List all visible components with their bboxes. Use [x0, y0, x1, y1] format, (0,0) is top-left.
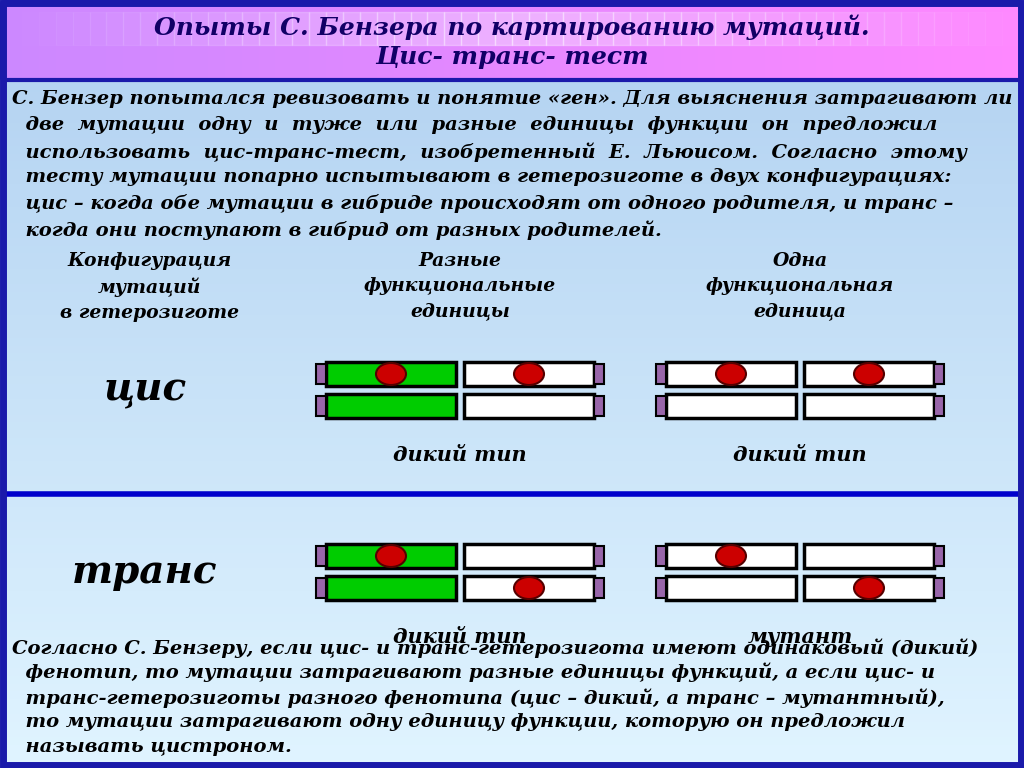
- Bar: [934, 578, 944, 598]
- Text: цис – когда обе мутации в гибриде происходят от одного родителя, и транс –: цис – когда обе мутации в гибриде происх…: [12, 194, 953, 213]
- Bar: [326, 394, 456, 418]
- Bar: [594, 364, 604, 384]
- Bar: [326, 576, 456, 600]
- Text: С. Бензер попытался ревизовать и понятие «ген». Для выяснения затрагивают ли: С. Бензер попытался ревизовать и понятие…: [12, 90, 1013, 108]
- Text: Одна
функциональная
единица: Одна функциональная единица: [706, 252, 894, 320]
- Bar: [464, 576, 594, 600]
- Bar: [804, 576, 934, 600]
- Text: Опыты С. Бензера по картированию мутаций.: Опыты С. Бензера по картированию мутаций…: [155, 15, 869, 40]
- Bar: [316, 578, 326, 598]
- Bar: [316, 364, 326, 384]
- Text: называть цистроном.: называть цистроном.: [12, 738, 292, 756]
- Bar: [804, 544, 934, 568]
- Bar: [656, 396, 666, 416]
- Bar: [656, 546, 666, 566]
- Ellipse shape: [854, 363, 884, 385]
- Ellipse shape: [376, 545, 406, 567]
- Ellipse shape: [716, 363, 746, 385]
- Bar: [594, 546, 604, 566]
- Text: дикий тип: дикий тип: [393, 445, 526, 465]
- Bar: [594, 396, 604, 416]
- Text: Согласно С. Бензеру, если цис- и транс-гетерозигота имеют одинаковый (дикий): Согласно С. Бензеру, если цис- и транс-г…: [12, 638, 978, 657]
- Bar: [326, 544, 456, 568]
- Bar: [934, 396, 944, 416]
- Text: дикий тип: дикий тип: [733, 445, 866, 465]
- Bar: [666, 362, 796, 386]
- Text: тесту мутации попарно испытывают в гетерозиготе в двух конфигурациях:: тесту мутации попарно испытывают в гетер…: [12, 168, 951, 186]
- Text: фенотип, то мутации затрагивают разные единицы функций, а если цис- и: фенотип, то мутации затрагивают разные е…: [12, 663, 935, 683]
- Text: Конфигурация
мутаций
в гетерозиготе: Конфигурация мутаций в гетерозиготе: [60, 252, 240, 323]
- Text: то мутации затрагивают одну единицу функции, которую он предложил: то мутации затрагивают одну единицу функ…: [12, 713, 905, 731]
- Bar: [326, 362, 456, 386]
- Text: дикий тип: дикий тип: [393, 627, 526, 647]
- Bar: [464, 544, 594, 568]
- Text: мутант: мутант: [748, 627, 853, 647]
- Bar: [804, 362, 934, 386]
- Bar: [666, 544, 796, 568]
- Text: транс: транс: [73, 553, 218, 591]
- Ellipse shape: [376, 363, 406, 385]
- Bar: [316, 396, 326, 416]
- Bar: [666, 394, 796, 418]
- Text: цис: цис: [103, 371, 186, 409]
- Bar: [464, 362, 594, 386]
- Text: когда они поступают в гибрид от разных родителей.: когда они поступают в гибрид от разных р…: [12, 220, 662, 240]
- Bar: [656, 364, 666, 384]
- Bar: [594, 578, 604, 598]
- Ellipse shape: [854, 577, 884, 599]
- Ellipse shape: [514, 577, 544, 599]
- Text: транс-гетерозиготы разного фенотипа (цис – дикий, а транс – мутантный),: транс-гетерозиготы разного фенотипа (цис…: [12, 688, 944, 707]
- Bar: [934, 364, 944, 384]
- Bar: [666, 576, 796, 600]
- Text: Разные
функциональные
единицы: Разные функциональные единицы: [364, 252, 556, 320]
- Text: Цис- транс- тест: Цис- транс- тест: [375, 45, 649, 69]
- Text: использовать  цис-транс-тест,  изобретенный  Е.  Льюисом.  Согласно  этому: использовать цис-транс-тест, изобретенны…: [12, 142, 967, 161]
- Bar: [934, 546, 944, 566]
- Ellipse shape: [716, 545, 746, 567]
- Bar: [316, 546, 326, 566]
- Bar: [656, 578, 666, 598]
- Ellipse shape: [514, 363, 544, 385]
- Text: две  мутации  одну  и  туже  или  разные  единицы  функции  он  предложил: две мутации одну и туже или разные едини…: [12, 116, 937, 134]
- Bar: [804, 394, 934, 418]
- Bar: [464, 394, 594, 418]
